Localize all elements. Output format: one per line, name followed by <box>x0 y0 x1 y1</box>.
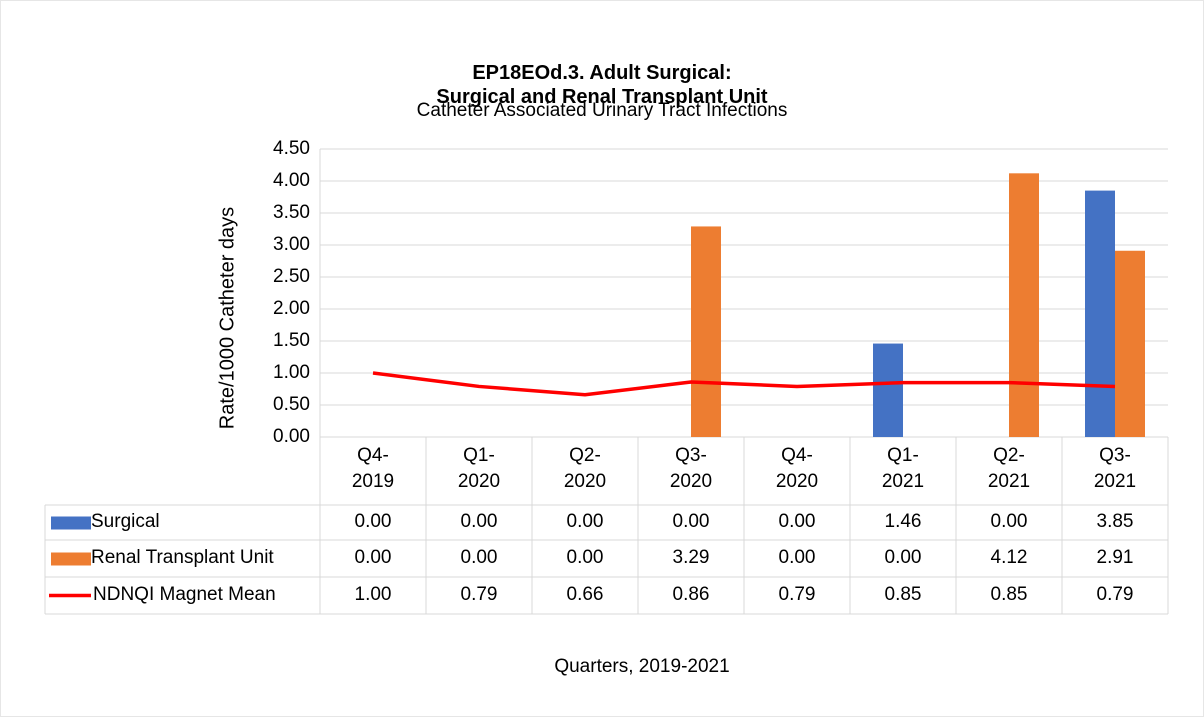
table-value: 0.79 <box>1096 583 1134 605</box>
x-tick-label: Q3-2020 <box>669 445 713 492</box>
x-tick-label: Q4-2019 <box>351 445 395 492</box>
table-value: 0.79 <box>460 583 498 605</box>
table-value: 0.00 <box>354 510 392 532</box>
bar <box>1115 250 1145 437</box>
y-tick-label: 4.00 <box>273 170 310 191</box>
x-tick-label: Q1-2021 <box>881 445 925 492</box>
x-axis-label: Quarters, 2019-2021 <box>554 656 730 677</box>
table-value: 0.00 <box>460 546 498 568</box>
line-series <box>372 371 1116 397</box>
y-tick-label: 0.50 <box>273 394 310 415</box>
bar <box>873 343 903 437</box>
x-tick-label: Q4-2020 <box>775 445 819 492</box>
table-value: 4.12 <box>990 546 1028 568</box>
table-value: 1.46 <box>884 510 922 532</box>
x-tick-label: Q1-2020 <box>457 445 501 492</box>
chart-title: Surgical and Renal Transplant Unit <box>436 86 768 108</box>
table-value: 0.00 <box>672 510 710 532</box>
table-value: 0.00 <box>778 546 816 568</box>
bar <box>1009 173 1039 437</box>
chart-subtitle: Catheter Associated Urinary Tract Infect… <box>416 100 788 121</box>
legend-label: Surgical <box>91 510 160 532</box>
y-tick-label: 1.50 <box>273 330 310 351</box>
table-value: 0.00 <box>566 546 604 568</box>
table-value: 0.79 <box>778 583 816 605</box>
x-tick-label: Q2-2020 <box>563 445 607 492</box>
table-value: 0.00 <box>460 510 498 532</box>
y-tick-label: 0.00 <box>273 426 310 447</box>
legend-key <box>51 516 91 530</box>
y-tick-label: 2.00 <box>273 298 310 319</box>
table-value: 3.29 <box>672 546 710 568</box>
table-value: 2.91 <box>1096 546 1134 568</box>
table-value: 1.00 <box>354 583 392 605</box>
legend-label: NDNQI Magnet Mean <box>93 583 276 605</box>
table-value: 0.66 <box>566 583 604 605</box>
table-value: 0.85 <box>990 583 1028 605</box>
y-tick-label: 3.50 <box>273 202 310 223</box>
x-tick-label: Q2-2021 <box>987 445 1031 492</box>
table-value: 0.00 <box>566 510 604 532</box>
table-value: 0.00 <box>778 510 816 532</box>
table-value: 0.86 <box>672 583 710 605</box>
y-tick-label: 2.50 <box>273 266 310 287</box>
x-tick-label: Q3-2021 <box>1093 445 1137 492</box>
legend-label: Renal Transplant Unit <box>91 546 274 568</box>
table-value: 0.00 <box>354 546 392 568</box>
y-tick-label: 1.00 <box>273 362 310 383</box>
bar <box>1085 190 1115 437</box>
chart-title: EP18EOd.3. Adult Surgical: <box>472 62 732 84</box>
bar <box>691 226 721 437</box>
legend-key <box>51 552 91 566</box>
table-value: 0.00 <box>990 510 1028 532</box>
table-value: 3.85 <box>1096 510 1134 532</box>
table-value: 0.00 <box>884 546 922 568</box>
y-tick-label: 4.50 <box>273 138 310 159</box>
y-tick-label: 3.00 <box>273 234 310 255</box>
table-value: 0.85 <box>884 583 922 605</box>
